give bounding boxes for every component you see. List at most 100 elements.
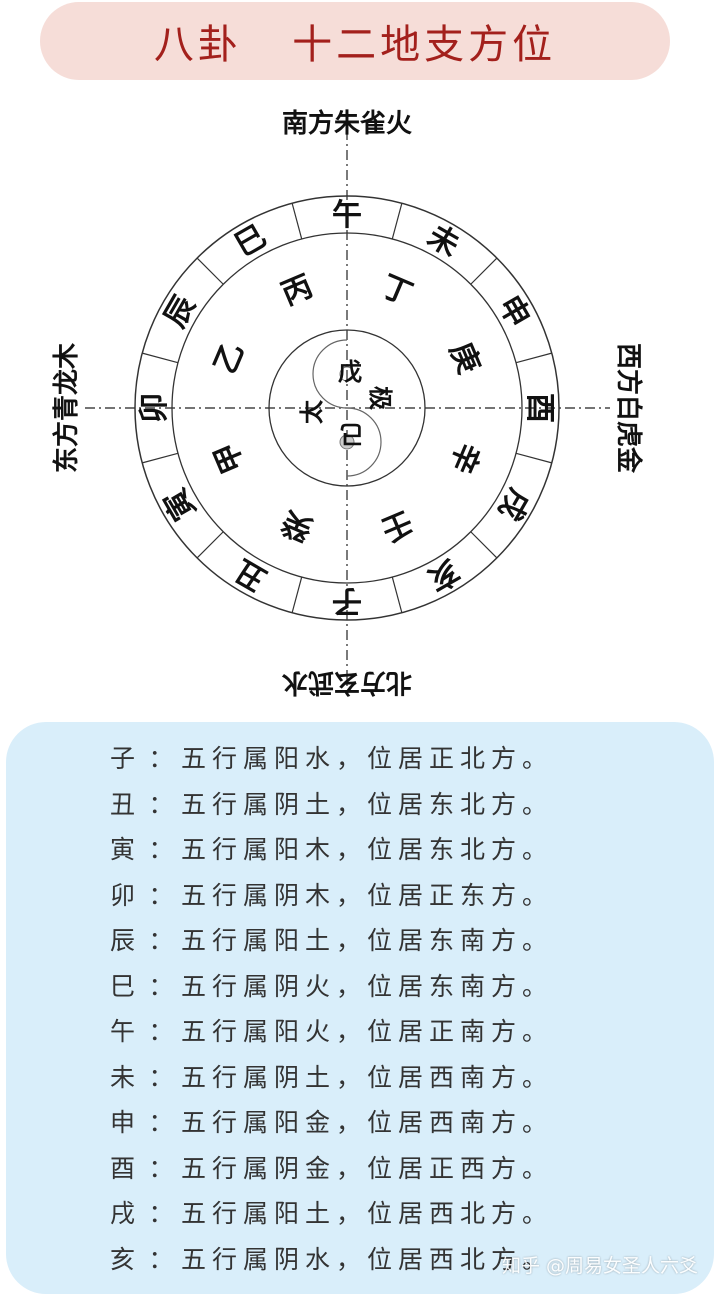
stem-label: 乙: [208, 338, 252, 379]
branch-label: 寅: [158, 483, 203, 526]
branch-info-row: 寅：五行属阳木，位居东北方。: [110, 827, 553, 873]
branch-divider: [391, 576, 403, 613]
branch-divider: [470, 531, 498, 559]
row-colon: ：: [148, 1244, 174, 1274]
stem-label: 癸: [276, 503, 319, 548]
west-label: 西方白虎金: [613, 343, 644, 474]
branch-info-row: 午：五行属阳火，位居正南方。: [110, 1009, 553, 1055]
watermark: 知乎 @周易女圣人六爻: [501, 1255, 698, 1277]
row-colon: ：: [148, 1017, 174, 1046]
row-branch: 申: [110, 1108, 142, 1137]
row-description: 五行属阴土，位居东北方。: [181, 789, 554, 819]
stem-label: 甲: [208, 437, 252, 478]
row-colon: ：: [148, 744, 174, 773]
row-branch: 寅: [110, 835, 142, 864]
row-description: 五行属阳金，位居西南方。: [181, 1108, 554, 1137]
taiji-dot-top: [339, 366, 355, 382]
stem-label: 丁: [376, 269, 417, 313]
row-branch: 午: [110, 1017, 142, 1046]
row-branch: 子: [110, 744, 142, 773]
stem-ring-inner: [268, 329, 426, 487]
taiji-symbol: [312, 339, 382, 477]
branch-info-row: 卯：五行属阴木，位居正东方。: [110, 873, 553, 919]
branch-label: 酉: [522, 393, 557, 423]
center-char-left: 太: [297, 399, 326, 424]
branch-info-panel: 子：五行属阳水，位居正北方。丑：五行属阴土，位居东北方。寅：五行属阳木，位居东北…: [6, 722, 714, 1294]
branch-info-row: 子：五行属阳水，位居正北方。: [110, 736, 553, 782]
branch-divider: [291, 203, 303, 240]
row-branch: 亥: [110, 1244, 142, 1274]
row-description: 五行属阴火，位居东南方。: [181, 971, 554, 1001]
stem-label: 丙: [277, 269, 318, 313]
row-description: 五行属阳火，位居正南方。: [181, 1017, 554, 1046]
row-colon: ：: [148, 1199, 174, 1228]
stem-label: 壬: [376, 503, 417, 547]
branch-ring-inner: [171, 232, 523, 584]
branch-divider: [515, 352, 552, 364]
branch-info-list: 子：五行属阳水，位居正北方。丑：五行属阴土，位居东北方。寅：五行属阳木，位居东北…: [110, 736, 553, 1282]
east-label: 东方青龙木: [51, 343, 82, 473]
branch-info-row: 辰：五行属阳土，位居东南方。: [110, 918, 553, 964]
row-description: 五行属阴水，位居西北方。: [181, 1244, 554, 1274]
taiji-dot-bottom: [339, 434, 355, 450]
south-label: 南方朱雀火: [282, 108, 412, 139]
branch-divider: [391, 203, 403, 240]
branch-divider: [142, 452, 179, 464]
branch-info-row: 巳：五行属阴火，位居东南方。: [110, 964, 553, 1010]
branch-label: 丑: [229, 552, 272, 597]
center-char-bottom: 己: [340, 420, 364, 449]
row-branch: 戌: [110, 1199, 142, 1228]
stem-label: 辛: [442, 437, 486, 478]
title-banner: 八卦 十二地支方位: [40, 2, 670, 80]
branch-divider: [196, 531, 224, 559]
row-colon: ：: [148, 880, 174, 910]
branch-label: 未: [422, 219, 465, 264]
branch-label: 巳: [229, 219, 272, 264]
row-description: 五行属阴土，位居西南方。: [181, 1062, 554, 1092]
row-description: 五行属阴木，位居正东方。: [181, 880, 554, 910]
branch-label: 戌: [491, 483, 536, 526]
row-branch: 巳: [110, 971, 142, 1001]
branch-label: 亥: [422, 552, 465, 597]
row-description: 五行属阳土，位居东南方。: [181, 926, 554, 955]
row-branch: 丑: [110, 789, 142, 819]
branch-label: 午: [332, 198, 362, 233]
row-colon: ：: [148, 926, 174, 955]
row-description: 五行属阴金，位居正西方。: [181, 1153, 554, 1183]
stem-label: 庚: [442, 338, 486, 379]
row-colon: ：: [148, 789, 174, 819]
branch-info-row: 酉：五行属阴金，位居正西方。: [110, 1146, 553, 1192]
branch-info-row: 戌：五行属阳土，位居西北方。: [110, 1191, 553, 1237]
center-char-right: 极: [366, 386, 395, 410]
north-label: 北方玄武水: [281, 667, 412, 698]
taiji-s-curve: [312, 339, 382, 477]
center-char-top: 戊: [338, 357, 362, 386]
branch-divider: [196, 257, 224, 285]
branch-dividers: [142, 203, 552, 613]
row-branch: 辰: [110, 926, 142, 955]
branch-info-row: 丑：五行属阴土，位居东北方。: [110, 782, 553, 828]
twelve-branches-diagram: 戊 太 极 己 子 丑寅 卯 辰巳 午未申酉戌亥 甲 乙丙 丁庚辛壬 癸 南方朱雀火 北方玄武…: [0, 90, 720, 720]
row-description: 五行属阳水，位居正北方。: [181, 744, 554, 773]
row-branch: 卯: [110, 880, 142, 910]
outer-ring: [134, 195, 560, 621]
row-colon: ：: [148, 1062, 174, 1092]
row-colon: ：: [148, 835, 174, 864]
row-description: 五行属阳土，位居西北方。: [181, 1199, 554, 1228]
branch-label: 子: [332, 583, 362, 618]
branch-label: 辰: [158, 290, 203, 333]
branch-label: 申: [491, 290, 536, 333]
branch-info-row: 未：五行属阴土，位居西南方。: [110, 1055, 553, 1101]
branch-divider: [291, 576, 303, 613]
row-branch: 酉: [110, 1153, 142, 1183]
row-colon: ：: [148, 1153, 174, 1183]
branch-info-row: 申：五行属阳金，位居西南方。: [110, 1100, 553, 1146]
branch-divider: [515, 452, 552, 464]
row-description: 五行属阳木，位居东北方。: [181, 835, 554, 864]
branch-label: 卯: [137, 393, 172, 423]
page-title: 八卦 十二地支方位: [153, 22, 557, 68]
branch-divider: [470, 257, 498, 285]
row-colon: ：: [148, 1108, 174, 1137]
branch-divider: [142, 352, 179, 364]
